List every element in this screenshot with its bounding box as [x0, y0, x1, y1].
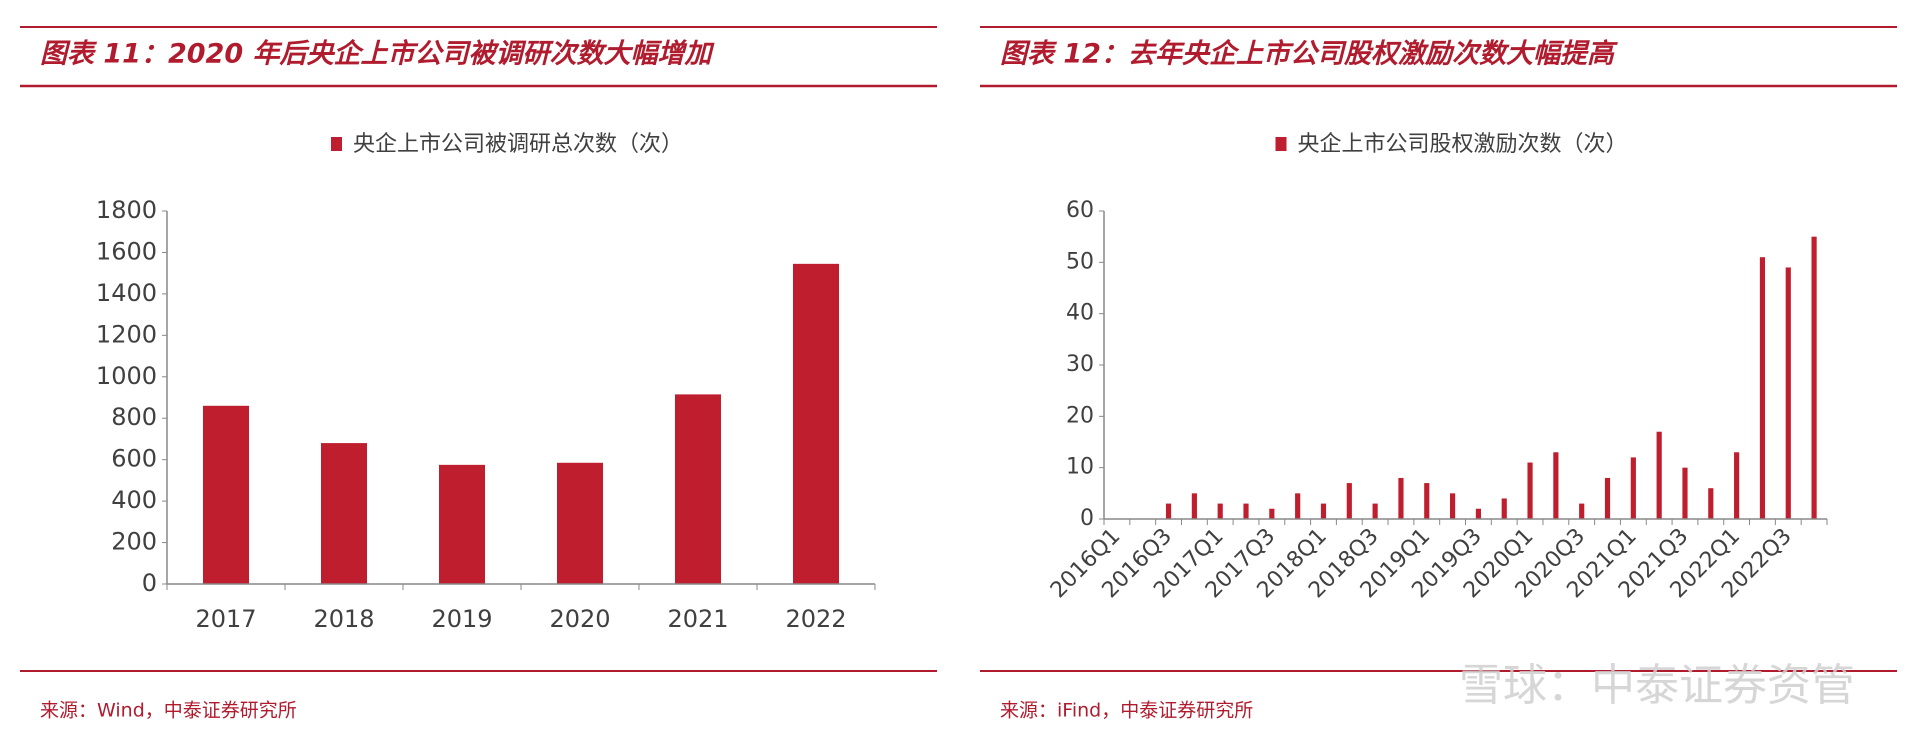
x-tick-label: 2022 — [785, 605, 846, 633]
bar — [202, 405, 250, 584]
y-tick-label: 200 — [111, 528, 157, 556]
bar — [1320, 503, 1327, 519]
bar — [1708, 488, 1714, 519]
y-tick-label: 1000 — [96, 362, 157, 390]
legend-swatch — [1275, 137, 1287, 151]
bar — [556, 462, 604, 584]
y-tick-label: 1400 — [96, 279, 157, 307]
y-tick-label: 50 — [1066, 249, 1094, 274]
bar — [1604, 477, 1611, 519]
bar — [1346, 483, 1352, 519]
y-tick-label: 60 — [1066, 198, 1094, 223]
bar — [1475, 508, 1481, 519]
y-tick-label: 1800 — [96, 196, 157, 224]
y-tick-label: 10 — [1066, 455, 1094, 480]
x-tick-label: 2017 — [195, 605, 256, 633]
y-tick-label: 0 — [1080, 506, 1094, 531]
y-tick-label: 40 — [1066, 301, 1094, 326]
bar — [1553, 452, 1559, 519]
panel-title: 图表 12：去年央企上市公司股权激励次数大幅提高 — [1000, 39, 1618, 70]
x-tick-label: 2020 — [549, 605, 610, 633]
bar — [1759, 257, 1766, 519]
bar — [1269, 508, 1275, 519]
bar — [1734, 452, 1740, 519]
bar — [1630, 457, 1636, 519]
y-tick-label: 1600 — [96, 237, 157, 265]
bar — [792, 263, 840, 584]
bar — [1165, 503, 1172, 519]
source-note: 来源：iFind，中泰证券研究所 — [1000, 700, 1253, 722]
bar — [1295, 493, 1301, 519]
x-tick-label: 2021 — [667, 605, 728, 633]
source-note: 来源：Wind，中泰证券研究所 — [40, 700, 297, 722]
bar — [1398, 477, 1404, 519]
bar — [1424, 483, 1430, 519]
y-tick-label: 800 — [111, 403, 157, 431]
y-tick-label: 1200 — [96, 320, 157, 348]
legend-swatch — [331, 137, 342, 151]
bar — [1217, 503, 1223, 519]
x-tick-label: 2019 — [431, 605, 492, 633]
x-tick-label: 2018 — [313, 605, 374, 633]
y-tick-label: 400 — [111, 486, 157, 514]
bar — [438, 464, 486, 584]
legend-label: 央企上市公司被调研总次数（次） — [353, 132, 683, 157]
bar — [1682, 467, 1688, 519]
bar — [1785, 267, 1791, 519]
watermark: 雪球：中泰证券资管 — [1459, 660, 1855, 711]
bar — [1372, 503, 1378, 519]
bar — [1501, 498, 1507, 519]
bar — [1243, 503, 1249, 519]
bar — [674, 394, 722, 584]
bar — [1579, 503, 1585, 519]
bar — [1191, 493, 1197, 519]
y-tick-label: 30 — [1066, 352, 1094, 377]
y-tick-label: 20 — [1066, 403, 1094, 428]
bar — [1527, 462, 1533, 519]
y-tick-label: 0 — [142, 569, 157, 597]
bar — [1450, 493, 1456, 519]
bar — [1656, 431, 1662, 519]
bar — [1811, 236, 1817, 519]
legend-label: 央企上市公司股权激励次数（次） — [1298, 132, 1628, 157]
bar — [320, 443, 368, 584]
y-tick-label: 600 — [111, 445, 157, 473]
panel-title: 图表 11：2020 年后央企上市公司被调研次数大幅增加 — [40, 39, 716, 70]
